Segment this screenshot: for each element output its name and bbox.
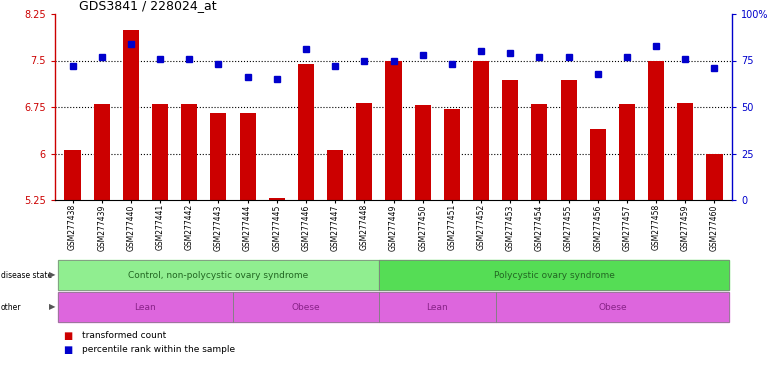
- Bar: [356, 103, 372, 200]
- Bar: [532, 104, 547, 200]
- Bar: [269, 198, 285, 200]
- Text: ■: ■: [63, 331, 72, 341]
- Text: Lean: Lean: [426, 303, 448, 311]
- Bar: [503, 80, 518, 200]
- Bar: [64, 151, 81, 200]
- Bar: [677, 103, 693, 200]
- Bar: [590, 129, 606, 200]
- Text: GDS3841 / 228024_at: GDS3841 / 228024_at: [78, 0, 216, 12]
- Text: ■: ■: [63, 345, 72, 355]
- Text: transformed count: transformed count: [82, 331, 167, 341]
- Text: ▶: ▶: [49, 270, 56, 280]
- Bar: [706, 154, 723, 200]
- Text: other: other: [1, 303, 21, 311]
- Bar: [415, 105, 430, 200]
- Bar: [444, 109, 460, 200]
- Text: disease state: disease state: [1, 270, 52, 280]
- Bar: [123, 30, 139, 200]
- Bar: [473, 61, 489, 200]
- Bar: [93, 104, 110, 200]
- Bar: [648, 61, 664, 200]
- Text: ▶: ▶: [49, 303, 56, 311]
- Bar: [561, 80, 576, 200]
- Text: Obese: Obese: [598, 303, 626, 311]
- Text: Lean: Lean: [135, 303, 156, 311]
- Bar: [181, 104, 198, 200]
- Bar: [327, 151, 343, 200]
- Bar: [619, 104, 635, 200]
- Bar: [298, 64, 314, 200]
- Bar: [240, 113, 256, 200]
- Text: Control, non-polycystic ovary syndrome: Control, non-polycystic ovary syndrome: [129, 270, 309, 280]
- Bar: [152, 104, 168, 200]
- Text: Obese: Obese: [292, 303, 321, 311]
- Bar: [210, 113, 227, 200]
- Text: percentile rank within the sample: percentile rank within the sample: [82, 346, 235, 354]
- Bar: [386, 61, 401, 200]
- Text: Polycystic ovary syndrome: Polycystic ovary syndrome: [494, 270, 615, 280]
